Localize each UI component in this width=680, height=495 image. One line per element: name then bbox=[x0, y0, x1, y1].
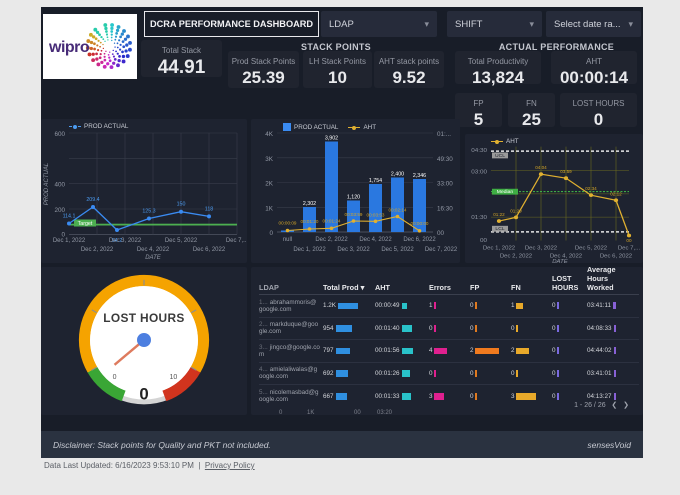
svg-text:02:12: 02:12 bbox=[610, 192, 622, 197]
svg-text:00:00:09: 00:00:09 bbox=[279, 221, 297, 226]
svg-text:Dec 7,...: Dec 7,... bbox=[226, 238, 247, 244]
svg-text:00: 00 bbox=[480, 238, 488, 244]
svg-text:0: 0 bbox=[139, 385, 148, 404]
svg-text:Dec 2, 2022: Dec 2, 2022 bbox=[315, 237, 348, 243]
svg-text:Dec 7, 2022: Dec 7, 2022 bbox=[425, 247, 458, 253]
svg-text:Dec 3, 2022: Dec 3, 2022 bbox=[337, 247, 370, 253]
svg-text:01:29: 01:29 bbox=[510, 209, 522, 214]
svg-text:PROD ACTUAL: PROD ACTUAL bbox=[44, 163, 50, 205]
svg-text:00:03:59: 00:03:59 bbox=[345, 212, 363, 217]
svg-text:00:02:14: 00:02:14 bbox=[389, 208, 407, 213]
svg-text:00: 00 bbox=[626, 238, 632, 243]
svg-text:Dec 1, 2022: Dec 1, 2022 bbox=[293, 247, 326, 253]
svg-text:2K: 2K bbox=[265, 181, 274, 188]
svg-text:114.1: 114.1 bbox=[63, 214, 76, 220]
svg-text:Dec 6, 2022: Dec 6, 2022 bbox=[193, 247, 226, 253]
svg-text:00:00:00: 00:00:00 bbox=[411, 221, 429, 226]
svg-text:01:30: 01:30 bbox=[471, 215, 487, 221]
svg-text:04:30: 04:30 bbox=[471, 148, 487, 154]
svg-text:Dec 5, 2022: Dec 5, 2022 bbox=[575, 246, 607, 252]
svg-text:1K: 1K bbox=[265, 205, 274, 212]
svg-text:400: 400 bbox=[54, 182, 65, 189]
svg-text:UCL: UCL bbox=[495, 153, 505, 159]
svg-text:4K: 4K bbox=[265, 131, 274, 138]
svg-text:03:59: 03:59 bbox=[560, 169, 572, 174]
svg-text:04:04: 04:04 bbox=[535, 165, 547, 170]
svg-text:0: 0 bbox=[269, 230, 273, 237]
svg-text:33:00: 33:00 bbox=[437, 181, 453, 188]
svg-text:Dec 3, 2022: Dec 3, 2022 bbox=[109, 238, 142, 244]
svg-text:1,120: 1,120 bbox=[347, 195, 360, 201]
svg-text:Dec 5, 2022: Dec 5, 2022 bbox=[165, 238, 198, 244]
svg-text:16:30: 16:30 bbox=[437, 205, 453, 212]
svg-text:118: 118 bbox=[205, 206, 213, 212]
svg-text:125.3: 125.3 bbox=[142, 209, 155, 215]
svg-text:150: 150 bbox=[177, 202, 186, 208]
svg-text:209.4: 209.4 bbox=[86, 197, 99, 203]
svg-text:Dec 5, 2022: Dec 5, 2022 bbox=[381, 247, 414, 253]
svg-text:Target: Target bbox=[78, 221, 93, 227]
svg-text:Dec 2, 2022: Dec 2, 2022 bbox=[500, 254, 532, 260]
svg-text:03:00: 03:00 bbox=[471, 170, 487, 176]
svg-text:2,400: 2,400 bbox=[391, 172, 404, 178]
svg-text:Median: Median bbox=[497, 189, 514, 195]
svg-text:0: 0 bbox=[113, 374, 117, 381]
svg-text:DATE: DATE bbox=[145, 255, 162, 261]
svg-text:01:...: 01:... bbox=[437, 131, 451, 138]
svg-text:Dec 4, 2022: Dec 4, 2022 bbox=[137, 247, 170, 253]
svg-text:600: 600 bbox=[54, 131, 65, 138]
svg-text:00:01:24: 00:01:24 bbox=[323, 218, 341, 223]
svg-text:LOST HOURS: LOST HOURS bbox=[103, 311, 184, 325]
svg-text:Dec 6, 2022: Dec 6, 2022 bbox=[600, 254, 632, 260]
svg-text:Dec 3, 2022: Dec 3, 2022 bbox=[525, 246, 557, 252]
svg-text:Dec 1, 2022: Dec 1, 2022 bbox=[483, 246, 515, 252]
svg-text:3K: 3K bbox=[265, 156, 274, 163]
svg-text:Dec 2, 2022: Dec 2, 2022 bbox=[81, 247, 114, 253]
svg-text:DATE: DATE bbox=[552, 259, 568, 263]
svg-text:00: 00 bbox=[437, 230, 445, 237]
svg-text:2,302: 2,302 bbox=[303, 201, 316, 207]
svg-text:02:34: 02:34 bbox=[585, 186, 597, 191]
svg-text:LCL: LCL bbox=[495, 226, 505, 232]
svg-text:1,754: 1,754 bbox=[369, 178, 382, 184]
svg-text:3,902: 3,902 bbox=[325, 136, 338, 142]
svg-text:Dec 1, 2022: Dec 1, 2022 bbox=[53, 238, 86, 244]
svg-text:00:03:53: 00:03:53 bbox=[367, 212, 385, 217]
svg-text:Dec 4, 2022: Dec 4, 2022 bbox=[359, 237, 392, 243]
svg-text:Dec 7,...: Dec 7,... bbox=[618, 246, 641, 252]
svg-text:49:30: 49:30 bbox=[437, 156, 453, 163]
svg-text:00:01:20: 00:01:20 bbox=[301, 219, 319, 224]
svg-text:2,346: 2,346 bbox=[413, 173, 426, 179]
svg-text:Dec 6, 2022: Dec 6, 2022 bbox=[403, 237, 436, 243]
svg-text:null: null bbox=[283, 237, 292, 243]
svg-text:10: 10 bbox=[170, 374, 178, 381]
svg-text:01:22: 01:22 bbox=[493, 212, 505, 217]
